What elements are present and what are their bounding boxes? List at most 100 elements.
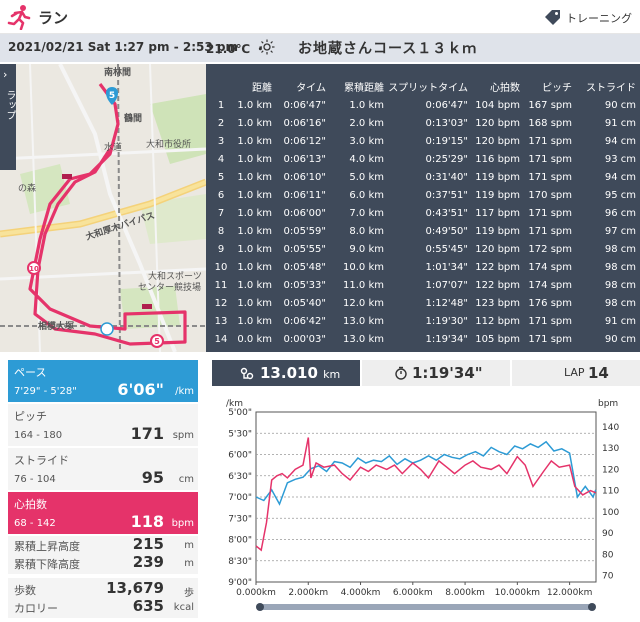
left-tick-label: 7'30" [228, 514, 252, 524]
table-cell: 11.0 km [343, 279, 384, 291]
table-row[interactable]: 10 1.0 km 0:05'48" 10.0 km 1:01'34" 122 bpm 17… [206, 258, 640, 276]
table-cell: 1.0 km [237, 261, 272, 273]
heart-rate-card[interactable]: 心拍数 68 - 142 118 bpm [8, 492, 198, 534]
table-cell: 119 bpm [475, 189, 520, 201]
ascent-unit: m [184, 540, 194, 551]
map-label-yamato-city: 大和市役所 [146, 140, 192, 150]
distance-value: 13.010 [260, 364, 318, 382]
table-cell: 167 spm [528, 99, 572, 111]
table-cell: 12 [214, 297, 228, 309]
tab-lap[interactable]: LAP 14 [512, 360, 640, 386]
table-cell: 4.0 km [349, 153, 384, 165]
table-cell: 90 cm [604, 99, 636, 111]
table-cell: 4 [217, 153, 225, 165]
table-cell: 0:06'00" [283, 207, 326, 219]
table-row[interactable]: 9 1.0 km 0:05'55" 9.0 km 0:55'45" 120 bpm 172 … [206, 240, 640, 258]
left-tick-label: 7'00" [228, 493, 252, 503]
tag-icon[interactable] [544, 9, 562, 25]
pitch-value: 171 [130, 424, 164, 443]
heart-rate-label: 心拍数 [14, 498, 47, 511]
left-tick-label: 5'30" [228, 429, 252, 439]
table-cell: 0.0 km [237, 333, 272, 345]
table-row[interactable]: 6 1.0 km 0:06'11" 6.0 km 0:37'51" 119 bpm 170 … [206, 186, 640, 204]
heart-rate-series-line [255, 437, 596, 552]
table-cell: 1 [217, 99, 225, 111]
lap-side-tab[interactable]: › ラップ [0, 64, 16, 170]
stride-value: 95 [141, 468, 164, 487]
right-tick-label: 80 [602, 550, 614, 560]
table-cell: 0:25'29" [425, 153, 468, 165]
stride-unit: cm [178, 474, 194, 485]
steps-unit: 歩 [184, 588, 194, 599]
table-cell: 116 bpm [475, 153, 520, 165]
summary-stats: ペース 7'29" - 5'28" 6'06" /km ピッチ 164 - 18… [0, 358, 206, 622]
table-row[interactable]: 7 1.0 km 0:06'00" 7.0 km 0:43'51" 117 bpm 171 … [206, 204, 640, 222]
chevron-right-icon[interactable]: › [3, 68, 8, 81]
left-tick-label: 8'00" [228, 536, 252, 546]
col-pitch: ピッチ [542, 82, 572, 94]
range-slider-right-handle[interactable] [588, 603, 596, 611]
table-row[interactable]: 3 1.0 km 0:06'12" 3.0 km 0:19'15" 120 bpm 171 … [206, 132, 640, 150]
table-cell: 120 bpm [475, 135, 520, 147]
distance-icon [240, 367, 254, 380]
table-row[interactable]: 13 1.0 km 0:06'42" 13.0 km 1:19'30" 112 bpm 17… [206, 312, 640, 330]
stride-label: ストライド [14, 454, 69, 467]
table-row[interactable]: 1 1.0 km 0:06'47" 1.0 km 0:06'47" 104 bpm 167 … [206, 96, 640, 114]
table-cell: 0:05'48" [283, 261, 326, 273]
stride-card[interactable]: ストライド 76 - 104 95 cm [8, 448, 198, 490]
table-cell: 98 cm [604, 279, 636, 291]
table-cell: 0:05'40" [283, 297, 326, 309]
lap-side-tab-label: ラップ [4, 90, 15, 120]
chart-canvas[interactable]: /km bpm 5'00" 5'30" 6'00" 6'30" 7'00" 7'30" 8'… [212, 392, 640, 622]
table-cell: 8.0 km [349, 225, 384, 237]
range-slider-left-handle[interactable] [256, 603, 264, 611]
training-label[interactable]: トレーニング [566, 12, 632, 25]
map-canvas[interactable]: 5 10 5 [0, 64, 206, 352]
table-cell: 0:43'51" [425, 207, 468, 219]
table-row[interactable]: 8 1.0 km 0:05'59" 8.0 km 0:49'50" 119 bpm 171 … [206, 222, 640, 240]
table-cell: 13.0 km [343, 333, 384, 345]
table-cell: 117 bpm [475, 207, 520, 219]
lap-table-header: 距離 タイム 累積距離 スプリットタイム 心拍数 ピッチ ストライド [206, 76, 640, 96]
map-label-center: センター競技場 [138, 283, 202, 293]
table-cell: 93 cm [604, 153, 636, 165]
table-row[interactable]: 14 0.0 km 0:00'03" 13.0 km 1:19'34" 105 bpm 17… [206, 330, 640, 348]
table-cell: 3.0 km [349, 135, 384, 147]
x-tick-label: 6.000km [393, 588, 433, 598]
tab-time[interactable]: 1:19'34" [362, 360, 510, 386]
table-row[interactable]: 12 1.0 km 0:05'40" 12.0 km 1:12'48" 123 bpm 17… [206, 294, 640, 312]
table-cell: 0:37'51" [425, 189, 468, 201]
table-cell: 0:19'15" [425, 135, 468, 147]
route-map[interactable]: 5 10 5 › ラップ 南林間 鶴間 水道 大和市役所 の森 大和厚木バイパス… [0, 64, 206, 352]
table-row[interactable]: 4 1.0 km 0:06'13" 4.0 km 0:25'29" 116 bpm 171 … [206, 150, 640, 168]
pace-heart-chart[interactable]: /km bpm 5'00" 5'30" 6'00" 6'30" 7'00" 7'30" 8'… [212, 392, 640, 622]
table-row[interactable]: 11 1.0 km 0:05'33" 11.0 km 1:07'07" 122 bpm 17… [206, 276, 640, 294]
pitch-unit: spm [172, 430, 194, 441]
table-cell: 0:06'42" [283, 315, 326, 327]
table-row[interactable]: 2 1.0 km 0:06'16" 2.0 km 0:13'03" 120 bpm 168 … [206, 114, 640, 132]
right-tick-label: 130 [602, 444, 619, 454]
x-tick-label: 12.000km [547, 588, 592, 598]
table-row[interactable]: 5 1.0 km 0:06'10" 5.0 km 0:31'40" 119 bpm 171 … [206, 168, 640, 186]
table-cell: 1.0 km [237, 225, 272, 237]
range-slider-track[interactable] [260, 604, 592, 610]
table-cell: 1.0 km [237, 135, 272, 147]
lap-table: 距離 タイム 累積距離 スプリットタイム 心拍数 ピッチ ストライド 1 1.0 … [206, 76, 640, 348]
table-cell: 5.0 km [349, 171, 384, 183]
table-cell: 1.0 km [237, 153, 272, 165]
table-cell: 171 spm [528, 171, 572, 183]
map-label-mori: の森 [18, 184, 37, 194]
right-tick-label: 120 [602, 465, 619, 475]
pitch-card[interactable]: ピッチ 164 - 180 171 spm [8, 404, 198, 446]
table-cell: 0:13'03" [425, 117, 468, 129]
table-cell: 172 spm [528, 243, 572, 255]
table-cell: 0:00'03" [283, 333, 326, 345]
tab-distance[interactable]: 13.010 km [212, 360, 360, 386]
table-cell: 1.0 km [237, 315, 272, 327]
table-cell: 170 spm [528, 189, 572, 201]
pace-card[interactable]: ペース 7'29" - 5'28" 6'06" /km [8, 360, 198, 402]
table-cell: 1.0 km [237, 189, 272, 201]
table-cell: 98 cm [604, 243, 636, 255]
col-time: タイム [296, 82, 326, 94]
col-split-time: スプリットタイム [388, 82, 468, 94]
